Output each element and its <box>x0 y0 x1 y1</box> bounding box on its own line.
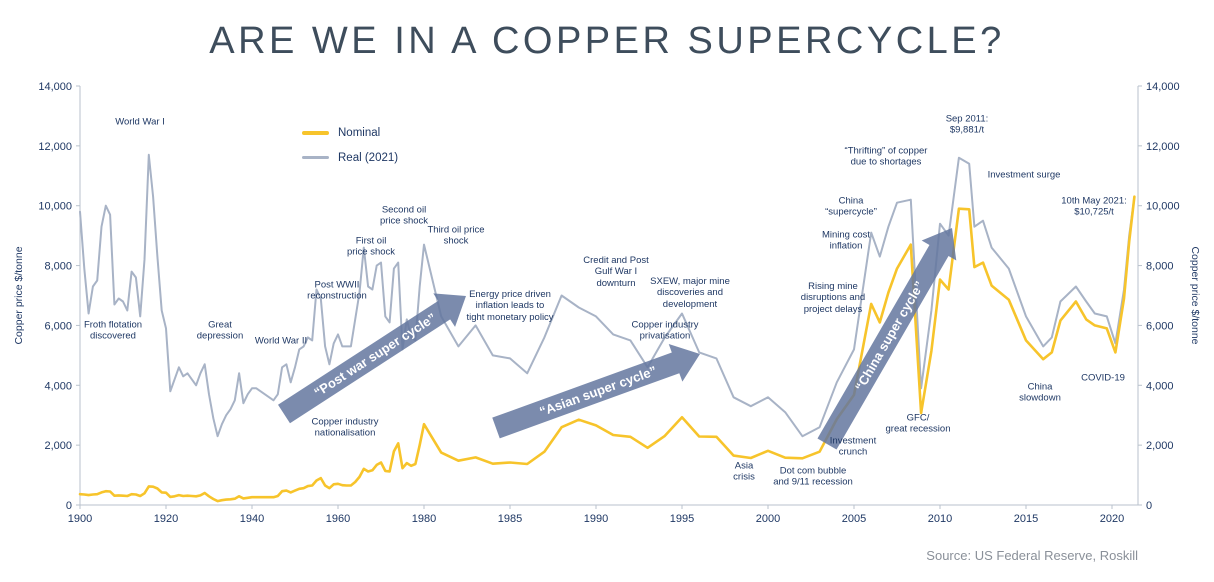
legend-item-nominal: Nominal <box>302 120 398 145</box>
y-axis-tick-label: 4,000 <box>1146 380 1174 392</box>
nominal-line-swatch <box>302 130 329 135</box>
arrow-shape <box>492 344 700 439</box>
arrow-label: “Asian super cycle” <box>537 363 658 419</box>
x-axis-tick-label: 1995 <box>670 513 694 525</box>
y-axis-tick-label: 12,000 <box>38 141 72 153</box>
y-axis-tick-label: 0 <box>66 500 72 512</box>
y-axis-tick-label: 2,000 <box>1146 440 1174 452</box>
y-axis-title-right: Copper price $/tonne <box>1189 246 1201 344</box>
legend-label-real: Real (2021) <box>338 151 399 164</box>
x-axis-tick-label: 1940 <box>240 513 264 525</box>
x-axis-tick-label: 1980 <box>412 513 436 525</box>
arrow-shape <box>817 228 957 450</box>
y-axis-tick-label: 14,000 <box>1146 81 1180 93</box>
x-axis-tick-label: 2000 <box>756 513 780 525</box>
y-axis-tick-label: 10,000 <box>1146 201 1180 213</box>
x-axis-tick-label: 1960 <box>326 513 350 525</box>
y-axis-tick-label: 2,000 <box>44 440 72 452</box>
y-axis-tick-label: 6,000 <box>44 320 72 332</box>
axes: 0 0 2,000 2,000 4,000 4,000 6,000 6,000 8,000 8,0… <box>13 81 1201 525</box>
nominal-series-line <box>78 195 1136 503</box>
source-credit: Source: US Federal Reserve, Roskill <box>926 548 1138 563</box>
supercycle-arrow: “China super cycle” <box>817 228 957 450</box>
legend-label-nominal: Nominal <box>338 126 381 139</box>
x-axis-tick-label: 1920 <box>154 513 178 525</box>
y-axis-tick-label: 4,000 <box>44 380 72 392</box>
real-line-swatch <box>302 156 329 159</box>
x-axis-tick-label: 1985 <box>498 513 522 525</box>
real-series-line <box>79 153 1136 438</box>
y-axis-tick-label: 0 <box>1146 500 1152 512</box>
y-axis-tick-label: 12,000 <box>1146 141 1180 153</box>
x-axis-tick-label: 2010 <box>928 513 952 525</box>
supercycle-arrow: “Asian super cycle” <box>492 344 700 439</box>
chart-legend: Nominal Real (2021) <box>302 120 398 170</box>
legend-item-real: Real (2021) <box>302 145 398 170</box>
y-axis-tick-label: 6,000 <box>1146 320 1174 332</box>
y-axis-title-left: Copper price $/tonne <box>13 246 25 344</box>
y-axis-tick-label: 14,000 <box>38 81 72 93</box>
supercycle-arrow: “Post war super cycle” <box>278 293 466 424</box>
page-title: ARE WE IN A COPPER SUPERCYCLE? <box>209 20 1005 62</box>
x-axis-tick-label: 2005 <box>842 513 866 525</box>
x-axis-tick-label: 1900 <box>68 513 92 525</box>
x-axis-tick-label: 2015 <box>1014 513 1038 525</box>
y-axis-tick-label: 8,000 <box>1146 261 1174 273</box>
x-axis-tick-label: 1990 <box>584 513 608 525</box>
arrow-shape <box>278 293 466 424</box>
y-axis-tick-label: 8,000 <box>44 261 72 273</box>
y-axis-tick-label: 10,000 <box>38 201 72 213</box>
x-axis-tick-label: 2020 <box>1100 513 1124 525</box>
